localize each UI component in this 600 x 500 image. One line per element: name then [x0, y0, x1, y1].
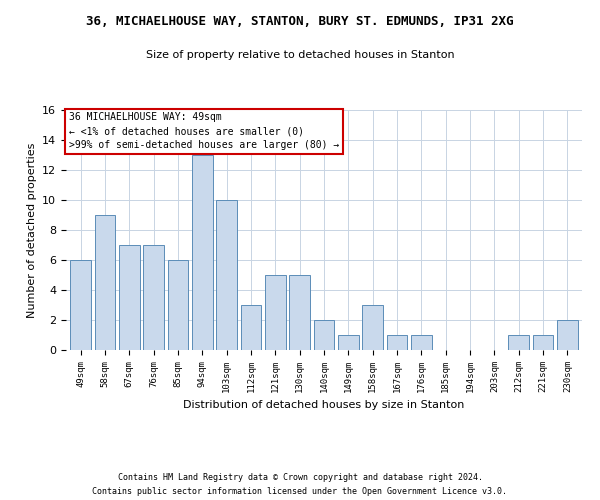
- Text: Contains public sector information licensed under the Open Government Licence v3: Contains public sector information licen…: [92, 488, 508, 496]
- Bar: [70, 260, 91, 350]
- Bar: [508, 335, 529, 350]
- Bar: [95, 215, 115, 350]
- Bar: [143, 245, 164, 350]
- Bar: [167, 260, 188, 350]
- Text: 36 MICHAELHOUSE WAY: 49sqm
← <1% of detached houses are smaller (0)
>99% of semi: 36 MICHAELHOUSE WAY: 49sqm ← <1% of deta…: [68, 112, 339, 150]
- Text: Contains HM Land Registry data © Crown copyright and database right 2024.: Contains HM Land Registry data © Crown c…: [118, 472, 482, 482]
- X-axis label: Distribution of detached houses by size in Stanton: Distribution of detached houses by size …: [184, 400, 464, 410]
- Bar: [362, 305, 383, 350]
- Bar: [192, 155, 212, 350]
- Text: Size of property relative to detached houses in Stanton: Size of property relative to detached ho…: [146, 50, 454, 60]
- Bar: [386, 335, 407, 350]
- Bar: [338, 335, 359, 350]
- Text: 36, MICHAELHOUSE WAY, STANTON, BURY ST. EDMUNDS, IP31 2XG: 36, MICHAELHOUSE WAY, STANTON, BURY ST. …: [86, 15, 514, 28]
- Y-axis label: Number of detached properties: Number of detached properties: [26, 142, 37, 318]
- Bar: [265, 275, 286, 350]
- Bar: [119, 245, 140, 350]
- Bar: [289, 275, 310, 350]
- Bar: [557, 320, 578, 350]
- Bar: [411, 335, 432, 350]
- Bar: [216, 200, 237, 350]
- Bar: [241, 305, 262, 350]
- Bar: [533, 335, 553, 350]
- Bar: [314, 320, 334, 350]
